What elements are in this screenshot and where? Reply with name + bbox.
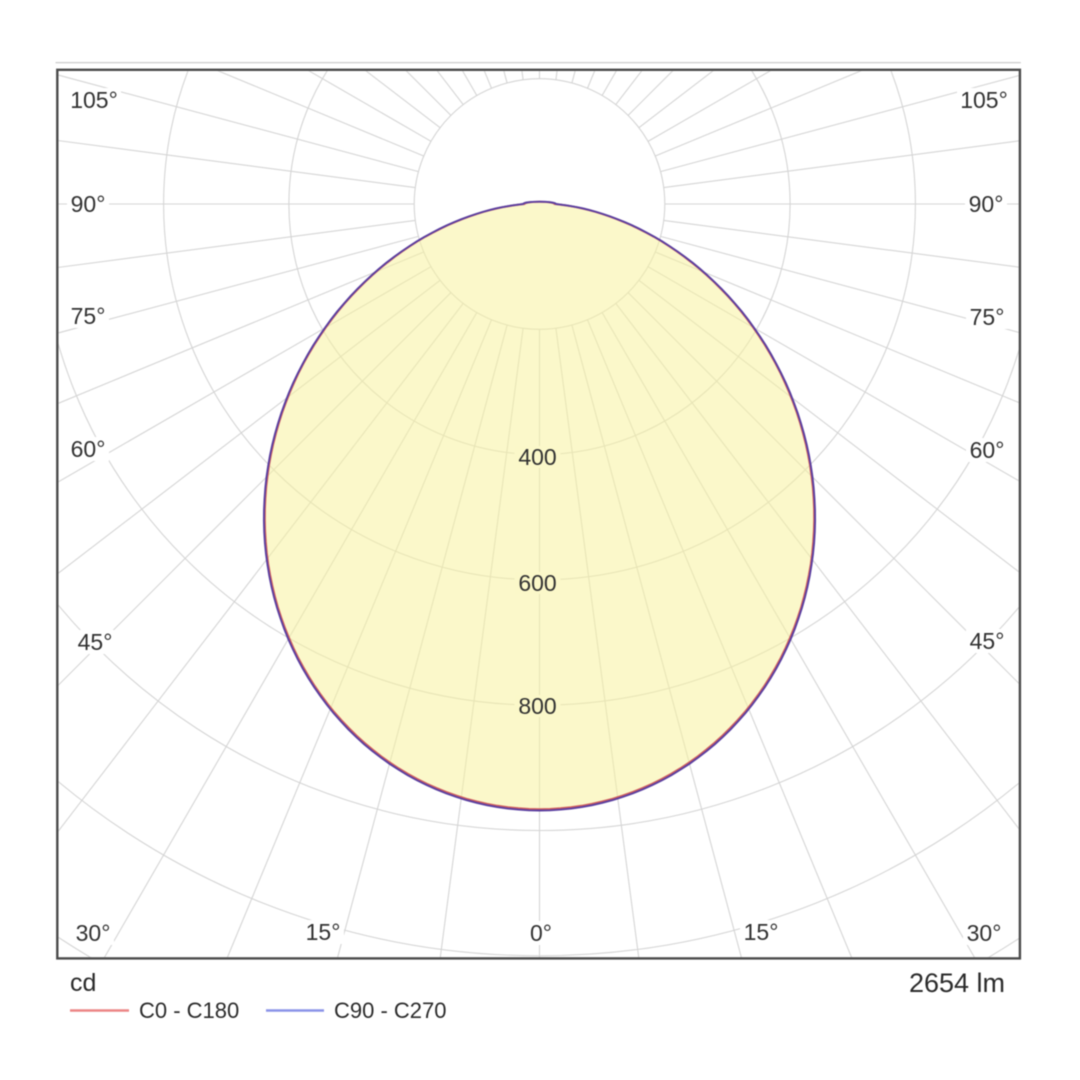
svg-text:45°: 45° bbox=[970, 628, 1005, 654]
svg-text:75°: 75° bbox=[970, 304, 1005, 330]
svg-text:75°: 75° bbox=[71, 303, 106, 329]
svg-text:C90 - C270: C90 - C270 bbox=[334, 998, 447, 1023]
svg-text:60°: 60° bbox=[71, 436, 106, 462]
svg-text:90°: 90° bbox=[71, 191, 106, 217]
svg-text:90°: 90° bbox=[969, 191, 1004, 217]
svg-text:C0 - C180: C0 - C180 bbox=[139, 998, 239, 1023]
svg-text:600: 600 bbox=[518, 570, 556, 596]
svg-text:15°: 15° bbox=[306, 919, 341, 945]
svg-text:0°: 0° bbox=[530, 920, 552, 946]
svg-text:15°: 15° bbox=[744, 919, 779, 945]
svg-text:30°: 30° bbox=[76, 920, 111, 946]
svg-text:30°: 30° bbox=[967, 920, 1002, 946]
svg-text:105°: 105° bbox=[960, 87, 1008, 113]
svg-text:cd: cd bbox=[70, 969, 96, 997]
svg-text:45°: 45° bbox=[78, 629, 113, 655]
svg-text:800: 800 bbox=[518, 693, 556, 719]
svg-text:60°: 60° bbox=[970, 437, 1005, 463]
svg-text:2654 lm: 2654 lm bbox=[909, 968, 1005, 998]
svg-text:105°: 105° bbox=[70, 87, 118, 113]
svg-text:400: 400 bbox=[518, 444, 556, 470]
